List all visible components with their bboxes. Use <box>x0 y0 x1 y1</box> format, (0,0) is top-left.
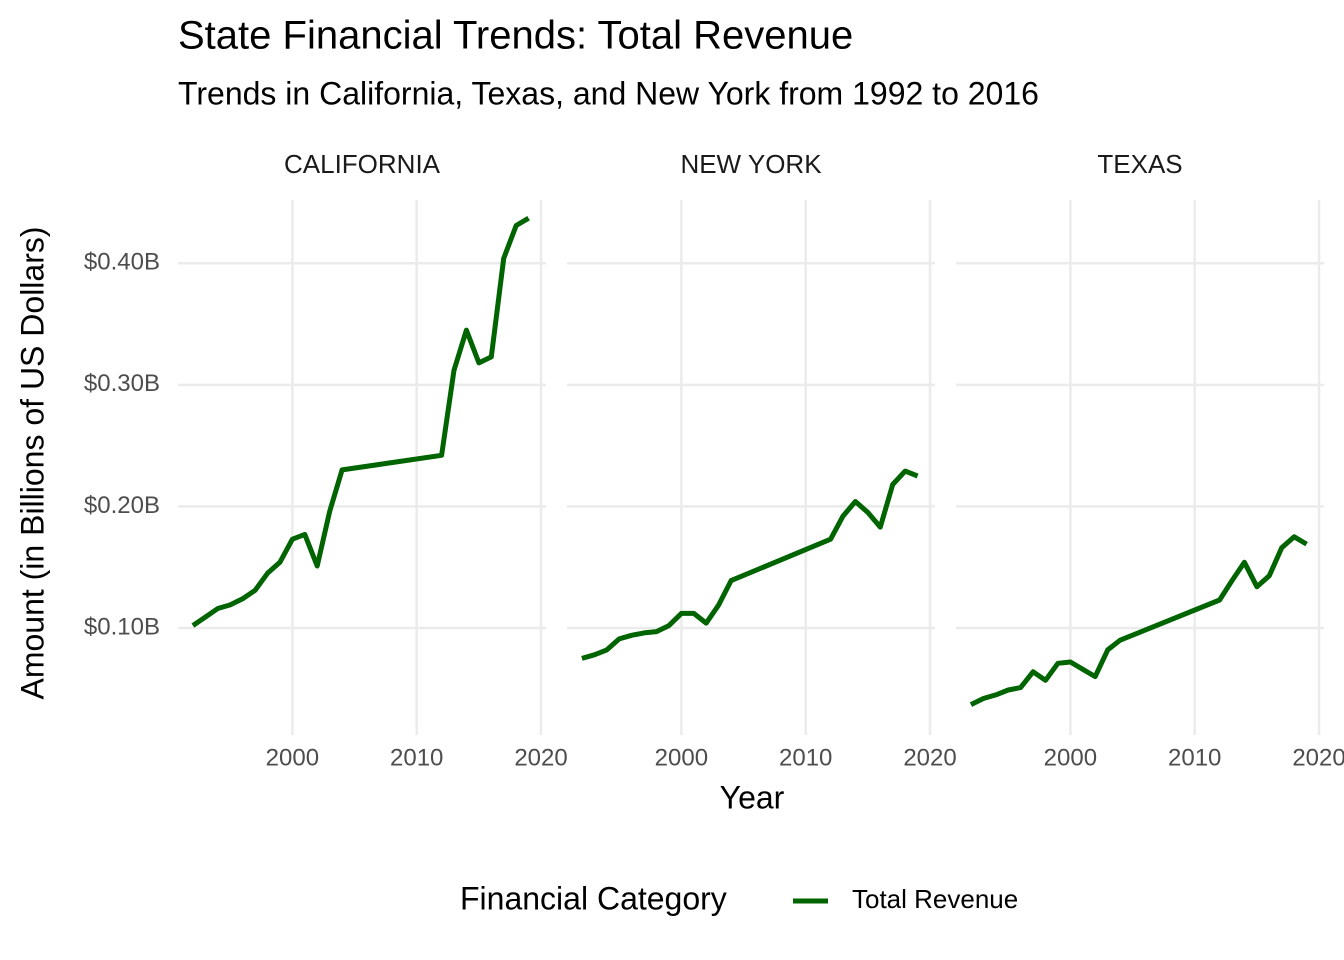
x-axis-label: Year <box>720 779 785 815</box>
facet-label: NEW YORK <box>680 149 822 179</box>
x-tick-label: 2010 <box>390 744 443 771</box>
x-tick-label: 2010 <box>1168 744 1221 771</box>
x-tick-label: 2010 <box>779 744 832 771</box>
data-line <box>581 468 919 661</box>
x-tick-label: 2000 <box>655 744 708 771</box>
legend-label: Total Revenue <box>852 884 1018 914</box>
legend-title: Financial Category <box>460 880 727 916</box>
facet-label: TEXAS <box>1097 149 1182 179</box>
y-tick-label: $0.30B <box>84 370 160 397</box>
x-tick-label: 2020 <box>903 744 956 771</box>
x-tick-label: 2020 <box>1292 744 1344 771</box>
data-line <box>969 534 1308 707</box>
data-line <box>191 216 530 628</box>
x-tick-label: 2020 <box>514 744 567 771</box>
y-tick-label: $0.10B <box>84 613 160 640</box>
chart-subtitle: Trends in California, Texas, and New Yor… <box>178 75 1039 111</box>
y-tick-label: $0.20B <box>84 492 160 519</box>
x-tick-label: 2000 <box>266 744 319 771</box>
x-tick-label: 2000 <box>1044 744 1097 771</box>
facet-label: CALIFORNIA <box>284 149 441 179</box>
y-axis-label: Amount (in Billions of US Dollars) <box>14 226 50 699</box>
y-tick-label: $0.40B <box>84 249 160 276</box>
chart-title: State Financial Trends: Total Revenue <box>178 14 853 58</box>
